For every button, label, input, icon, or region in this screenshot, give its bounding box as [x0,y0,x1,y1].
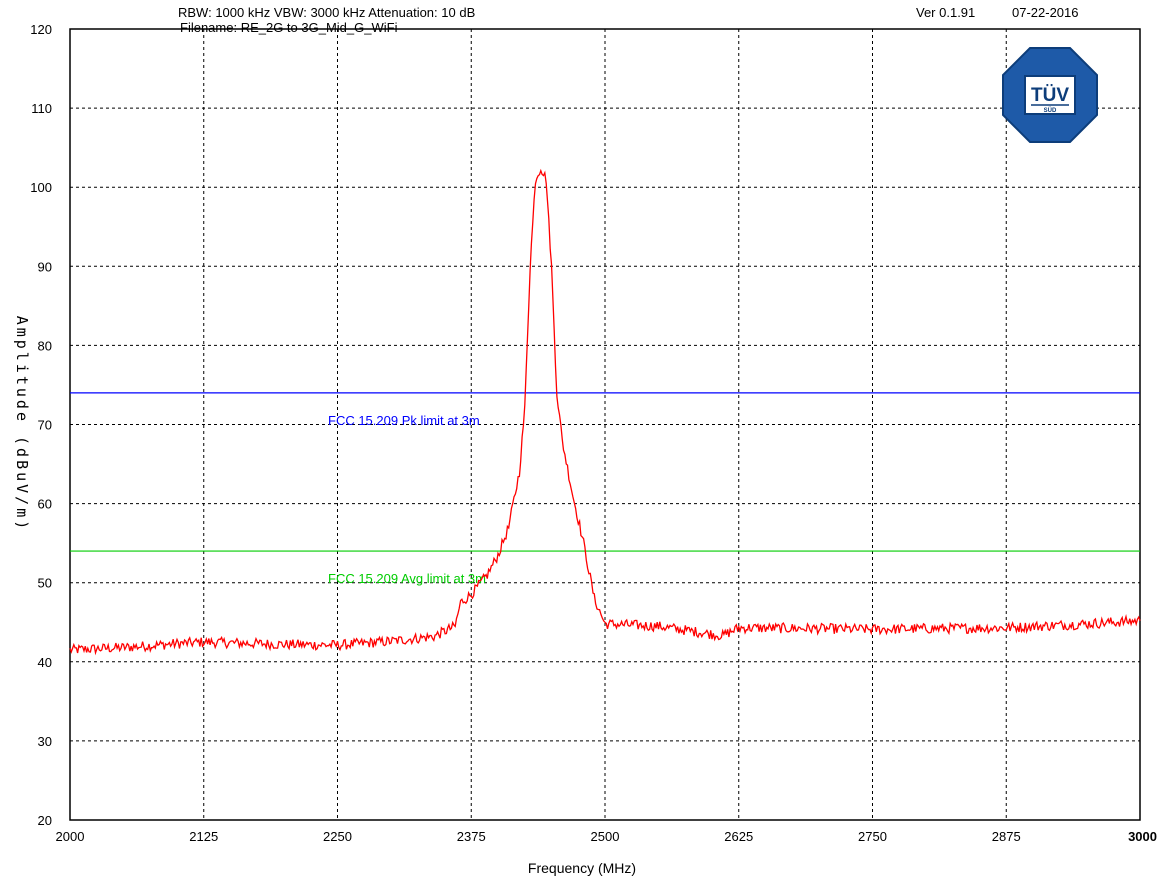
plot-border [69,28,1141,821]
y-tick-label: 40 [38,655,52,670]
x-tick-label: 2125 [189,829,218,844]
y-tick-label: 110 [31,101,52,116]
x-tick-label: 2500 [591,829,620,844]
plot-frame [69,28,1141,821]
x-tick-label: 2750 [858,829,887,844]
y-tick-label: 70 [38,418,52,433]
x-axis-title: Frequency (MHz) [527,860,637,876]
y-tick-label: 20 [38,813,52,828]
limit-lines: FCC 15.209 Pk limit at 3m FCC 15.209 Avg … [70,392,1140,586]
axis-ticks: 2000 2125 2250 2375 2500 2625 2750 2875 3000 120 1… [30,22,1157,844]
spectrum-trace [69,168,1141,656]
y-tick-label: 80 [38,338,52,353]
y-tick-label: 120 [30,22,52,37]
logo-subtext: SÜD [1044,107,1057,114]
y-tick-label: 60 [38,497,52,512]
tuv-logo: TÜV SÜD [1001,46,1099,149]
x-tick-label: 2375 [457,829,486,844]
y-tick-label: 50 [38,576,52,591]
y-tick-label: 100 [30,180,52,195]
test-date: 07-22-2016 [1012,5,1079,20]
x-tick-label: 2625 [724,829,753,844]
y-tick-label: 30 [38,734,52,749]
logo-text: TÜV [1031,85,1069,106]
limit-label-1: FCC 15.209 Avg limit at 3m [328,571,486,586]
x-tick-label: 2875 [992,829,1021,844]
x-tick-label: 2000 [56,829,85,844]
trace-group [69,168,1141,656]
y-axis-title: Amplitude (dBuV/m) [13,315,31,533]
chart-grid [70,29,1140,820]
limit-label-0: FCC 15.209 Pk limit at 3m [328,413,480,428]
software-version: Ver 0.1.91 [916,5,976,20]
x-tick-label: 2250 [323,829,352,844]
measurement-settings: RBW: 1000 kHz VBW: 3000 kHz Attenuation:… [178,5,476,20]
y-tick-label: 90 [38,259,52,274]
x-tick-label: 3000 [1128,829,1157,844]
filename-label: Filename: RE_2G to 3G_Mid_G_WiFi [180,20,398,35]
